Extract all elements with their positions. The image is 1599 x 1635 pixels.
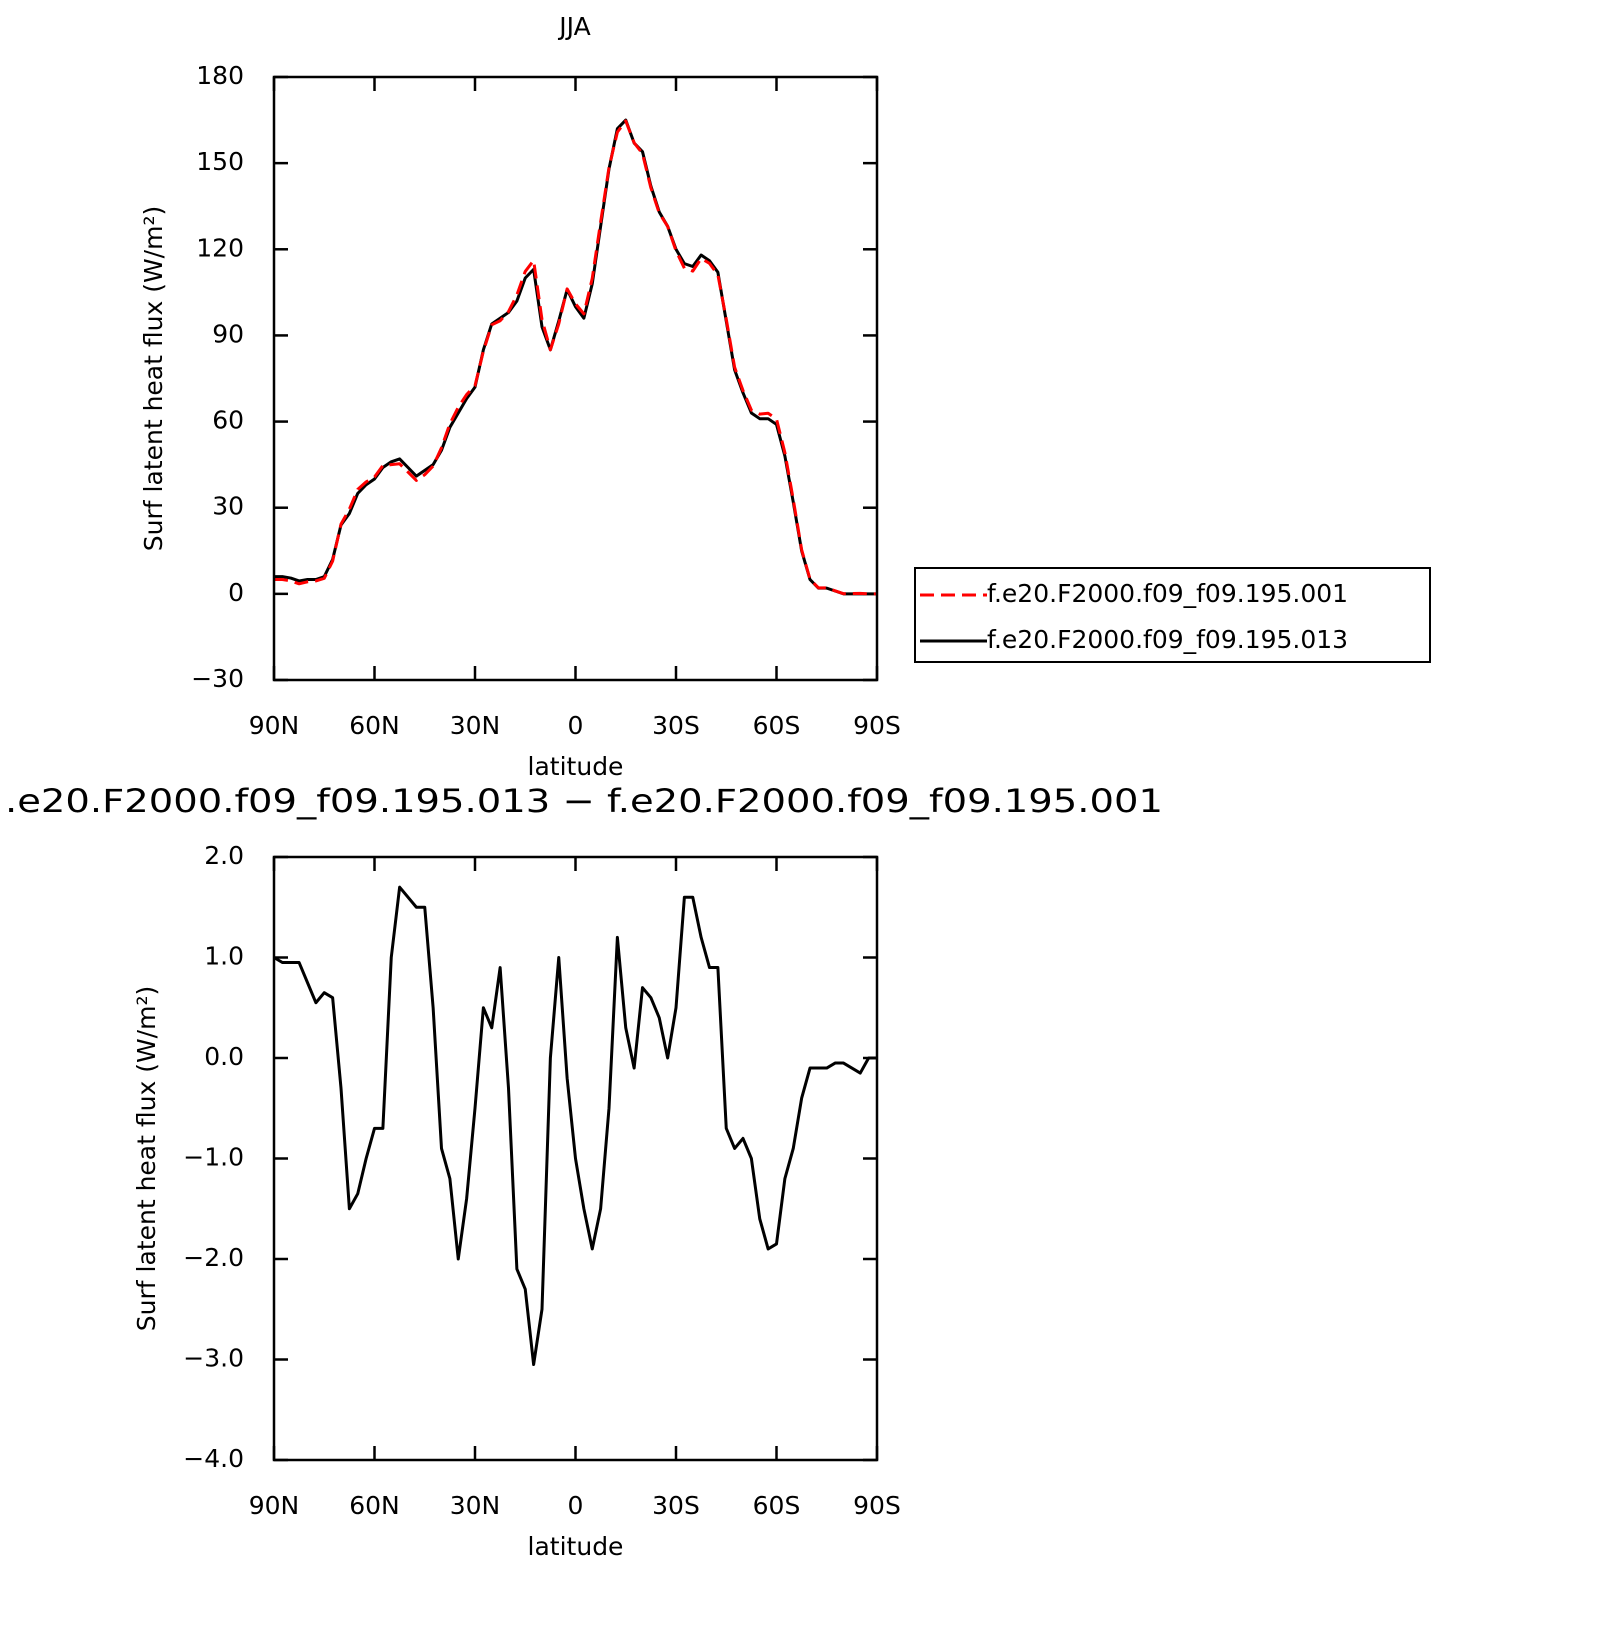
y-tick-label: −1.0 [183, 1143, 244, 1172]
legend-box [914, 567, 1431, 663]
y-tick-label: 2.0 [204, 841, 244, 870]
y-axis-label: Surf latent heat flux (W/m²) [132, 986, 161, 1331]
chart-title: JJA [557, 12, 590, 41]
y-tick-label: −30 [191, 664, 244, 693]
y-tick-label: −4.0 [183, 1444, 244, 1473]
chart-title: .e20.F2000.f09_f09.195.013 − f.e20.F2000… [5, 782, 1163, 820]
y-tick-label: 90 [212, 319, 244, 348]
x-tick-label: 90S [853, 711, 901, 740]
y-tick-label: 180 [196, 61, 244, 90]
x-tick-label: 60S [753, 711, 801, 740]
plot-frame [272, 855, 879, 1462]
y-tick-label: 0.0 [204, 1042, 244, 1071]
y-tick-label: 30 [212, 492, 244, 521]
x-tick-label: 0 [568, 1491, 584, 1520]
x-tick-label: 90S [853, 1491, 901, 1520]
data-line [273, 885, 877, 1367]
x-tick-label: 60N [349, 711, 400, 740]
legend-label: f.e20.F2000.f09_f09.195.013 [987, 625, 1348, 654]
x-tick-label: 30S [652, 1491, 700, 1520]
y-tick-label: 0 [228, 578, 244, 607]
data-line [274, 118, 877, 596]
y-tick-label: 120 [196, 233, 244, 262]
y-tick-label: −3.0 [183, 1344, 244, 1373]
x-tick-label: 60S [753, 1491, 801, 1520]
data-line [274, 119, 877, 596]
x-tick-label: 30N [450, 1491, 501, 1520]
y-tick-label: −2.0 [183, 1243, 244, 1272]
x-tick-label: 30N [450, 711, 501, 740]
y-tick-label: 150 [196, 147, 244, 176]
x-tick-label: 90N [249, 711, 300, 740]
y-tick-label: 60 [212, 406, 244, 435]
x-tick-label: 30S [652, 711, 700, 740]
x-axis-label: latitude [528, 1532, 624, 1561]
legend-label: f.e20.F2000.f09_f09.195.001 [987, 579, 1348, 608]
y-axis-label: Surf latent heat flux (W/m²) [139, 206, 168, 551]
x-tick-label: 60N [349, 1491, 400, 1520]
x-axis-label: latitude [528, 752, 624, 781]
x-tick-label: 0 [568, 711, 584, 740]
plot-frame [272, 75, 879, 682]
x-tick-label: 90N [249, 1491, 300, 1520]
y-tick-label: 1.0 [204, 942, 244, 971]
